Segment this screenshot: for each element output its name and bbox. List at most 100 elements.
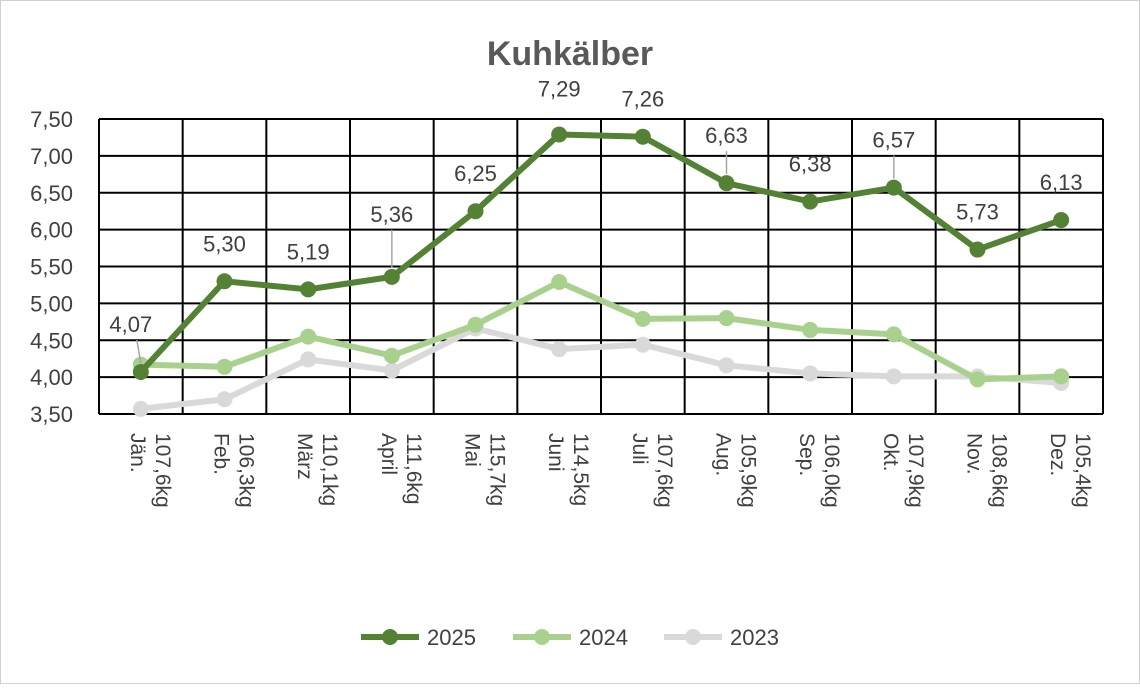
data-point-2025 xyxy=(551,126,568,143)
legend-item-2023: 2023 xyxy=(664,625,779,650)
data-point-2025 xyxy=(383,268,400,285)
data-label-2025: 6,63 xyxy=(705,123,748,148)
data-label-2025: 6,57 xyxy=(872,128,915,153)
data-point-2023 xyxy=(216,391,233,408)
data-point-2024 xyxy=(634,310,651,327)
x-tick-weight: 114,5kg xyxy=(569,433,592,506)
data-point-2025 xyxy=(300,281,317,298)
x-tick-weight: 110,1kg xyxy=(318,433,341,506)
y-tick-label: 6,50 xyxy=(30,181,73,206)
x-tick-weight: 115,7kg xyxy=(486,433,509,506)
data-point-2024 xyxy=(300,328,317,345)
x-tick-weight: 111,6kg xyxy=(402,433,425,505)
series-line-2025 xyxy=(137,131,1065,375)
x-tick-month: Feb. xyxy=(210,433,233,475)
legend-label: 2025 xyxy=(427,625,476,650)
x-tick-month: Nov. xyxy=(963,433,986,475)
data-point-2024 xyxy=(216,358,233,375)
x-tick-month: Mai xyxy=(461,433,484,467)
data-label-2025: 7,29 xyxy=(538,76,581,101)
data-label-2025: 6,38 xyxy=(789,152,832,177)
leader-line xyxy=(136,339,142,364)
x-tick-label: Aug. 105,9kg xyxy=(712,433,760,508)
series-line-2024 xyxy=(137,278,1065,383)
data-point-2025 xyxy=(132,363,149,380)
x-tick-month: Juli xyxy=(628,433,651,465)
x-tick-month: April xyxy=(377,433,400,475)
legend-label: 2024 xyxy=(579,625,628,650)
x-tick-month: Sep. xyxy=(795,433,818,476)
legend-item-2024: 2024 xyxy=(513,625,628,650)
data-point-2025 xyxy=(969,241,986,258)
series-2024 xyxy=(132,273,1070,388)
x-tick-month: Aug. xyxy=(712,433,735,476)
x-tick-label: Dez. 105,4kg xyxy=(1046,433,1094,508)
x-tick-month: Jän. xyxy=(126,433,149,473)
x-tick-month: Dez. xyxy=(1046,433,1069,476)
data-point-2023 xyxy=(132,400,149,417)
x-tick-weight: 107,6kg xyxy=(151,433,174,508)
x-tick-label: Juli 107,6kg xyxy=(628,433,676,508)
y-tick-label: 6,00 xyxy=(30,218,73,243)
data-point-2024 xyxy=(885,326,902,343)
data-point-2024 xyxy=(802,321,819,338)
series-line-2023 xyxy=(137,325,1065,412)
data-point-2023 xyxy=(551,341,568,358)
series-2025 xyxy=(132,126,1070,380)
y-tick-label: 3,50 xyxy=(30,402,73,427)
data-point-2024 xyxy=(969,371,986,388)
plot-grid xyxy=(98,118,1104,415)
x-tick-weight: 108,6kg xyxy=(988,433,1011,508)
data-point-2023 xyxy=(885,368,902,385)
data-label-2025: 6,25 xyxy=(454,161,497,186)
data-label-2025: 5,30 xyxy=(203,231,246,256)
y-tick-label: 4,00 xyxy=(30,365,73,390)
data-point-2023 xyxy=(300,351,317,368)
data-point-2025 xyxy=(802,193,819,210)
data-point-2024 xyxy=(551,273,568,290)
data-point-2025 xyxy=(885,179,902,196)
data-point-2025 xyxy=(467,203,484,220)
x-tick-label: März 110,1kg xyxy=(293,433,341,506)
y-tick-label: 7,00 xyxy=(30,144,73,169)
x-tick-month: März xyxy=(293,433,316,480)
data-point-2024 xyxy=(383,347,400,364)
legend-item-2025: 2025 xyxy=(361,625,476,650)
x-tick-label: Juni 114,5kg xyxy=(544,433,592,506)
data-labels: 4,07 5,30 5,19 5,36 6,25 7,29 7,26 6,63 6,38 6,57… xyxy=(109,76,1083,364)
x-tick-label: Okt. 107,9kg xyxy=(879,433,927,508)
x-tick-weight: 107,6kg xyxy=(653,433,676,508)
data-label-2025: 5,19 xyxy=(287,239,330,264)
data-point-2024 xyxy=(1053,368,1070,385)
legend-swatch-marker xyxy=(382,629,398,645)
data-label-2025: 5,36 xyxy=(370,202,413,227)
data-point-2023 xyxy=(802,365,819,382)
data-point-2025 xyxy=(1053,212,1070,229)
x-tick-label: April 111,6kg xyxy=(377,433,425,505)
x-tick-label: Nov. 108,6kg xyxy=(963,433,1011,508)
x-tick-weight: 106,0kg xyxy=(820,433,843,508)
data-label-2025: 7,26 xyxy=(621,87,664,112)
data-point-2024 xyxy=(718,310,735,327)
data-label-2025: 6,13 xyxy=(1040,170,1083,195)
x-tick-label: Mai 115,7kg xyxy=(461,433,509,506)
y-axis-ticks: 3,50 4,00 4,50 5,00 5,50 6,00 6,50 7,00 7,50 xyxy=(30,107,73,427)
x-tick-weight: 105,9kg xyxy=(737,433,760,508)
x-tick-label: Jän. 107,6kg xyxy=(126,433,174,508)
chart-title: Kuhkälber xyxy=(487,35,653,73)
x-tick-weight: 107,9kg xyxy=(904,433,927,508)
x-tick-month: Juni xyxy=(544,433,567,472)
data-label-2025: 4,07 xyxy=(109,312,152,337)
legend-label: 2023 xyxy=(730,625,779,650)
x-tick-weight: 106,3kg xyxy=(235,433,258,508)
y-tick-label: 5,50 xyxy=(30,255,73,280)
data-point-2025 xyxy=(634,128,651,145)
series-layer xyxy=(132,126,1070,417)
legend-swatch-marker xyxy=(685,629,701,645)
x-axis-ticks: Jän. 107,6kg Feb. 106,3kg März 110,1kg April 11… xyxy=(126,433,1094,508)
y-tick-label: 5,00 xyxy=(30,291,73,316)
legend: 2025 2024 2023 xyxy=(361,625,779,650)
y-tick-label: 4,50 xyxy=(30,328,73,353)
